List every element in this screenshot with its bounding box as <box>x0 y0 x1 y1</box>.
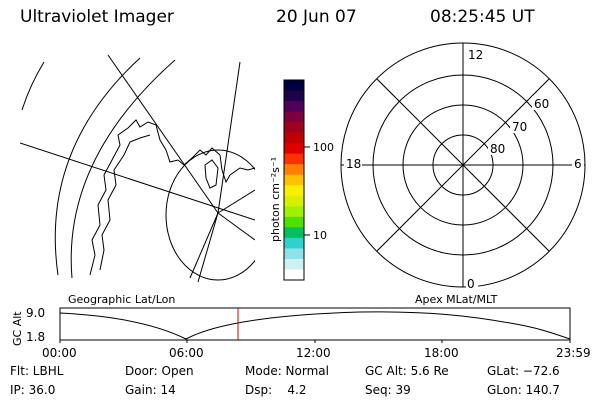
timeline-frame <box>59 307 571 341</box>
filter-label: Flt: LBHL <box>10 364 64 378</box>
auroral-oval <box>165 149 255 281</box>
app-title: Ultraviolet Imager <box>20 7 174 27</box>
colorbar-unit-label: photon cm⁻²s⁻¹ <box>269 157 282 242</box>
longitude-line-6 <box>217 189 255 214</box>
polar-plot <box>340 42 586 288</box>
colorbar-cell <box>284 174 304 186</box>
colorbar-cell <box>284 143 304 155</box>
timeline-xtick-0: 00:00 <box>42 346 77 360</box>
date-label: 20 Jun 07 <box>276 7 357 27</box>
colorbar-cell <box>284 132 304 144</box>
longitude-line-2 <box>107 54 219 214</box>
mlat-label-70: 70 <box>512 120 527 134</box>
colorbar-cell <box>284 80 304 92</box>
colorbar-cell <box>284 216 304 228</box>
colorbar-cell <box>284 269 304 281</box>
mlt-label-18: 18 <box>346 157 361 171</box>
colorbar-cell <box>284 153 304 165</box>
door-label: Door: Open <box>125 364 194 378</box>
left-panel-label: Geographic Lat/Lon <box>68 293 175 306</box>
colorbar: 100 10 photon cm⁻²s⁻¹ <box>269 79 334 281</box>
longitude-line-4 <box>189 212 219 279</box>
colorbar-cell <box>284 164 304 176</box>
colorbar-tick-100: 100 <box>313 141 334 154</box>
mlt-label-12: 12 <box>468 48 483 62</box>
mlt-diagonal-2 <box>376 78 550 252</box>
right-panel-label: Apex MLat/MLT <box>415 293 498 306</box>
mode-label: Mode: Normal <box>245 364 329 378</box>
ip-label: IP: 36.0 <box>10 383 56 397</box>
glat-label: GLat: −72.6 <box>487 364 560 378</box>
longitude-line-1 <box>20 142 255 221</box>
colorbar-cell <box>284 122 304 134</box>
gain-label: Gain: 14 <box>125 383 176 397</box>
altitude-timeline: GC Alt 9.0 1.8 00:00 06:00 12:00 18:00 2… <box>11 306 591 360</box>
colorbar-cell <box>284 248 304 260</box>
dsp-label: Dsp: 4.2 <box>245 383 307 397</box>
timeline-xtick-2: 12:00 <box>296 346 331 360</box>
latitude-arc-middle <box>54 57 141 276</box>
colorbar-cell <box>284 185 304 197</box>
longitude-line-7 <box>217 212 255 241</box>
colorbar-cell <box>284 258 304 270</box>
colorbar-tick-10: 10 <box>313 229 327 242</box>
coastline-antarctica <box>89 119 255 276</box>
timeline-xtick-3: 18:00 <box>424 346 459 360</box>
timeline-xtick-1: 06:00 <box>169 346 204 360</box>
mlat-label-80: 80 <box>490 142 505 156</box>
timeline-ytick-top: 9.0 <box>26 306 45 320</box>
timeline-ytick-bottom: 1.8 <box>26 330 45 344</box>
colorbar-cell <box>284 237 304 249</box>
gc-alt-label: GC Alt: 5.6 Re <box>365 364 449 378</box>
colorbar-cell <box>284 111 304 123</box>
latitude-arc-inner <box>70 59 176 279</box>
timeline-ylabel: GC Alt <box>11 311 24 346</box>
longitude-line-3 <box>217 61 241 214</box>
geographic-map <box>20 54 255 283</box>
latitude-arc-outer <box>21 61 45 111</box>
glon-label: GLon: 140.7 <box>487 383 560 397</box>
colorbar-cell <box>284 227 304 239</box>
longitude-line-5 <box>197 212 219 283</box>
coastline-inner <box>99 134 151 271</box>
mlt-label-0: 0 <box>467 277 475 291</box>
coastline-island <box>204 159 219 189</box>
colorbar-cell <box>284 195 304 207</box>
colorbar-cell <box>284 101 304 113</box>
timeline-xtick-4: 23:59 <box>556 346 591 360</box>
time-label: 08:25:45 UT <box>430 7 535 27</box>
mlat-label-60: 60 <box>534 97 549 111</box>
polar-labels: 12 6 0 18 60 70 80 <box>344 48 584 291</box>
altitude-curve <box>59 311 571 340</box>
mlt-label-6: 6 <box>574 157 582 171</box>
seq-label: Seq: 39 <box>365 383 411 397</box>
colorbar-cell <box>284 90 304 102</box>
colorbar-cell <box>284 206 304 218</box>
